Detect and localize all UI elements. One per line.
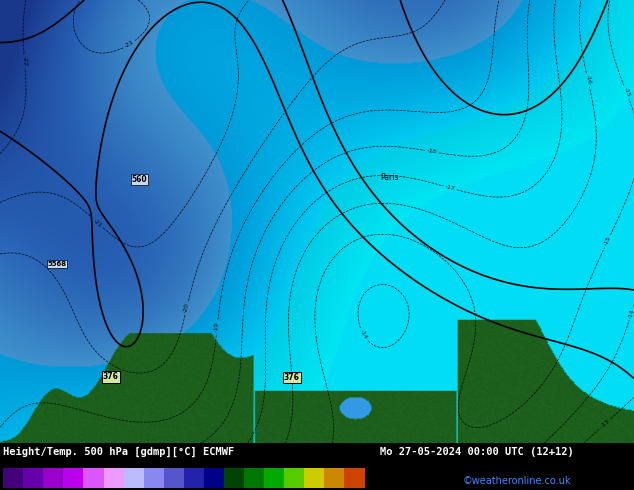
Bar (344, 467, 365, 488)
Bar (304, 467, 325, 488)
Bar (84, 467, 103, 488)
Bar (103, 467, 124, 488)
Text: Paris: Paris (380, 173, 399, 182)
Text: 560: 560 (132, 175, 147, 184)
Text: -15: -15 (603, 236, 612, 247)
Bar (184, 467, 204, 488)
Bar (164, 467, 184, 488)
Text: -16: -16 (585, 74, 592, 85)
Text: Height/Temp. 500 hPa [gdmp][°C] ECMWF: Height/Temp. 500 hPa [gdmp][°C] ECMWF (3, 447, 235, 458)
Bar (43, 467, 63, 488)
Bar (3, 467, 23, 488)
Text: -21: -21 (124, 40, 135, 49)
Text: -14: -14 (628, 308, 634, 319)
Bar (23, 467, 43, 488)
Text: -13: -13 (600, 418, 611, 429)
Bar (144, 467, 164, 488)
Bar (204, 467, 224, 488)
Text: -15: -15 (623, 87, 631, 98)
Text: Mo 27-05-2024 00:00 UTC (12+12): Mo 27-05-2024 00:00 UTC (12+12) (380, 447, 574, 457)
Bar (325, 467, 344, 488)
Bar (124, 467, 144, 488)
Text: 376: 376 (283, 373, 300, 382)
Bar (224, 467, 244, 488)
Text: 5568: 5568 (48, 261, 67, 267)
Bar (63, 467, 84, 488)
Text: -14: -14 (359, 329, 368, 340)
Bar (244, 467, 264, 488)
Text: -21: -21 (93, 218, 103, 228)
Text: -20: -20 (183, 302, 190, 313)
Text: 376: 376 (103, 372, 119, 381)
Text: ©weatheronline.co.uk: ©weatheronline.co.uk (463, 476, 571, 486)
Text: -19: -19 (214, 321, 220, 332)
Text: -18: -18 (427, 148, 437, 155)
Bar (284, 467, 304, 488)
Text: -17: -17 (444, 184, 456, 192)
Text: -22: -22 (22, 56, 27, 67)
Bar (264, 467, 284, 488)
